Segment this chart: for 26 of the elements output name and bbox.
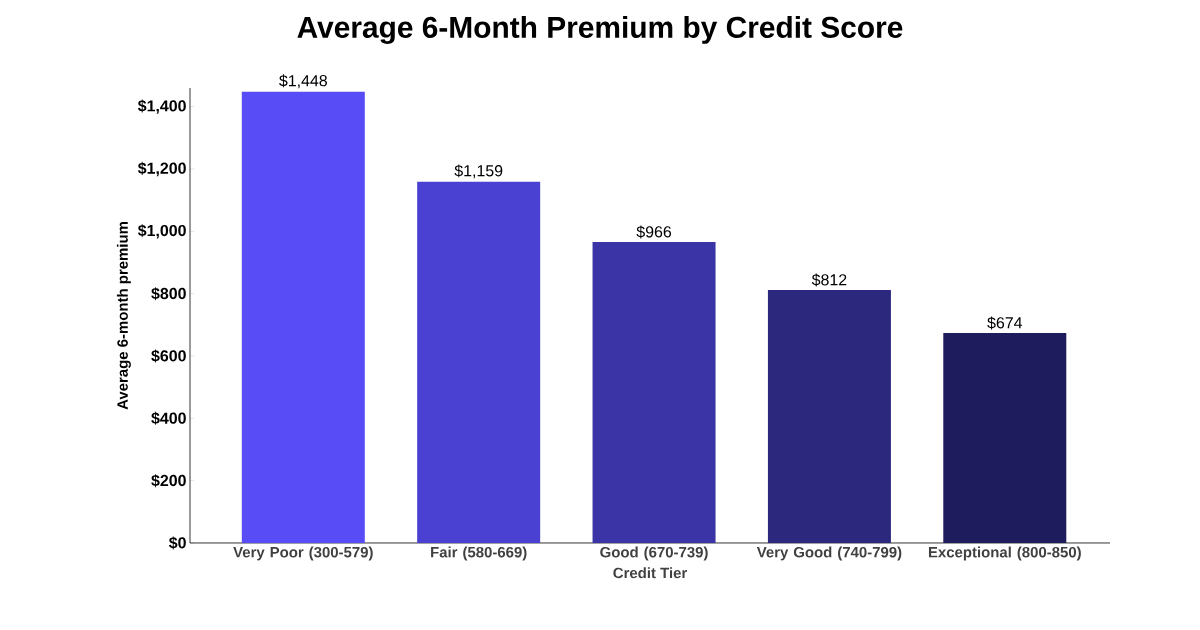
chart-title: Average 6-Month Premium by Credit Score bbox=[297, 15, 903, 44]
data-label: $1,159 bbox=[454, 164, 503, 179]
y-tick-label: $600 bbox=[151, 349, 186, 363]
bar bbox=[417, 181, 541, 543]
data-label: $674 bbox=[987, 316, 1023, 330]
y-axis-title: Average 6-month premium bbox=[116, 222, 131, 410]
x-tick-label: Good (670-739) bbox=[600, 546, 708, 561]
y-tick-label: $1,000 bbox=[137, 224, 186, 239]
y-tick-label: $800 bbox=[151, 287, 186, 301]
y-tick-label: $1,400 bbox=[137, 99, 186, 114]
data-label: $1,448 bbox=[279, 74, 327, 89]
y-tick-label: $1,200 bbox=[137, 161, 186, 177]
bar bbox=[943, 332, 1067, 543]
data-label: $966 bbox=[636, 225, 672, 239]
data-label: $812 bbox=[811, 273, 847, 287]
bar bbox=[592, 241, 716, 543]
bar bbox=[241, 91, 365, 543]
y-tick-label: $0 bbox=[168, 536, 186, 550]
y-tick-label: $400 bbox=[151, 411, 186, 425]
x-tick-label: Very Good (740-799) bbox=[756, 546, 902, 561]
x-tick-label: Very Poor (300-579) bbox=[233, 546, 373, 561]
bar bbox=[767, 289, 891, 543]
x-tick-label: Exceptional (800-850) bbox=[928, 546, 1081, 561]
x-axis-title: Credit Tier bbox=[613, 567, 688, 579]
y-tick-label: $200 bbox=[151, 474, 186, 488]
x-tick-label: Fair (580-669) bbox=[431, 546, 527, 561]
